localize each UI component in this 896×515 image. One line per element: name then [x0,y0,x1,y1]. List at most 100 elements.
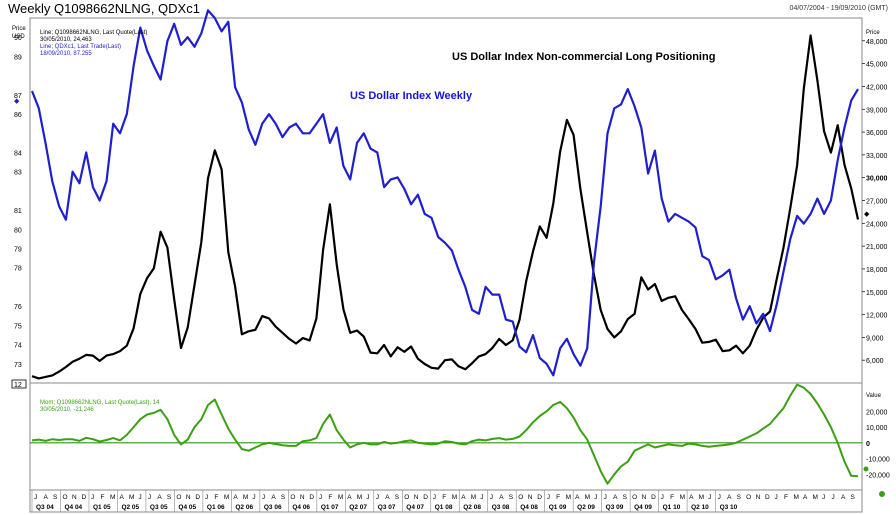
month-tick-label: S [509,494,514,501]
month-tick-label: A [803,494,808,501]
quarter-tick-label: Q4 05 [178,504,196,511]
quarter-tick-label: Q3 09 [606,504,624,511]
month-tick-label: J [490,494,493,501]
quarter-tick-label: Q3 04 [36,504,54,511]
left-tick-label: 74 [14,343,22,350]
month-tick-label: A [43,494,48,501]
month-tick-label: O [290,494,295,501]
left-tick-label: 87 [14,93,22,100]
month-tick-label: A [271,494,276,501]
month-tick-label: J [832,494,835,501]
left-tick-label: 73 [14,362,22,369]
quarter-tick-label: Q2 08 [463,504,481,511]
month-tick-label: F [442,494,446,501]
month-tick-label: S [281,494,286,501]
quarter-tick-label: Q2 09 [577,504,595,511]
month-tick-label: A [233,494,238,501]
momentum-legend-label: Mom; Q1098662NLNG, Last Quote(Last), 14 [40,400,160,406]
month-tick-label: M [224,494,229,501]
quarter-tick-label: Q1 06 [207,504,225,511]
momentum-tick-label: -20,000 [866,472,890,479]
momentum-tick-label: 0 [866,441,870,448]
x-axis-frame [29,489,863,513]
right-tick-label: 42,000 [866,84,888,91]
right-tick-label: 12,000 [866,313,888,320]
month-tick-label: J [594,494,597,501]
month-tick-label: J [262,494,265,501]
month-tick-label: D [423,494,428,501]
month-tick-label: A [841,494,846,501]
left-tick-label: 89 [14,54,22,61]
quarter-tick-label: Q3 10 [720,504,738,511]
month-tick-label: D [309,494,314,501]
month-tick-label: O [62,494,67,501]
left-tick-label: 83 [14,170,22,177]
month-tick-label: D [537,494,542,501]
month-tick-label: M [471,494,476,501]
quarter-tick-label: Q2 07 [349,504,367,511]
left-axis-label: Price [12,26,26,32]
price-marker: ◆ [14,98,20,105]
month-tick-label: J [205,494,208,501]
corner-label-box [11,379,27,389]
quarter-tick-label: Q1 05 [93,504,111,511]
month-tick-label: J [319,494,322,501]
quarter-tick-label: Q1 08 [435,504,453,511]
chart-header-title: Weekly Q1098662NLNG, QDXc1 [8,1,200,16]
month-tick-label: N [528,494,533,501]
right-tick-label: 24,000 [866,221,888,228]
month-tick-label: M [680,494,685,501]
month-tick-label: J [91,494,94,501]
month-tick-label: A [499,494,504,501]
month-tick-label: M [243,494,248,501]
left-tick-label: 84 [14,150,22,157]
legend-value: 18/09/2010, 87.255 [40,51,92,57]
month-tick-label: J [433,494,436,501]
momentum-legend-value: 30/05/2010, -21,246 [40,407,94,413]
quarter-tick-label: Q4 04 [64,504,82,511]
month-tick-label: A [385,494,390,501]
month-tick-label: S [737,494,742,501]
month-tick-label: N [300,494,305,501]
quarter-tick-label: Q1 07 [321,504,339,511]
right-tick-label: 48,000 [866,39,888,46]
month-tick-label: S [167,494,172,501]
quarter-tick-label: Q1 10 [663,504,681,511]
month-tick-label: J [252,494,255,501]
month-tick-label: O [746,494,751,501]
month-tick-label: S [623,494,628,501]
quarter-tick-label: Q4 07 [406,504,424,511]
month-tick-label: J [148,494,151,501]
month-tick-label: F [328,494,332,501]
month-tick-label: M [813,494,818,501]
momentum-end-marker [879,491,885,497]
month-tick-label: F [556,494,560,501]
series-line-positioning [31,34,860,380]
month-tick-label: M [452,494,457,501]
right-axis-label: Price [866,30,880,36]
right-tick-label: 9,000 [866,335,884,342]
month-tick-label: D [195,494,200,501]
month-tick-label: M [129,494,134,501]
month-tick-label: J [661,494,664,501]
momentum-axis-label: Value [866,393,882,399]
month-tick-label: N [186,494,191,501]
month-tick-label: F [100,494,104,501]
left-tick-label: 86 [14,112,22,119]
left-tick-label: 80 [14,227,22,234]
momentum-tick-label: 10,000 [866,425,888,432]
right-tick-label: 27,000 [866,199,888,206]
date-range-label: 04/07/2004 - 19/09/2010 (GMT) [789,5,888,12]
month-tick-label: A [689,494,694,501]
month-tick-label: D [81,494,86,501]
month-tick-label: J [775,494,778,501]
month-tick-label: S [53,494,58,501]
positioning-marker: ◆ [864,211,870,218]
month-tick-label: J [34,494,37,501]
month-tick-label: M [699,494,704,501]
quarter-tick-label: Q2 05 [121,504,139,511]
right-tick-label: 21,000 [866,244,888,251]
month-tick-label: A [613,494,618,501]
left-tick-label: 75 [14,323,22,330]
